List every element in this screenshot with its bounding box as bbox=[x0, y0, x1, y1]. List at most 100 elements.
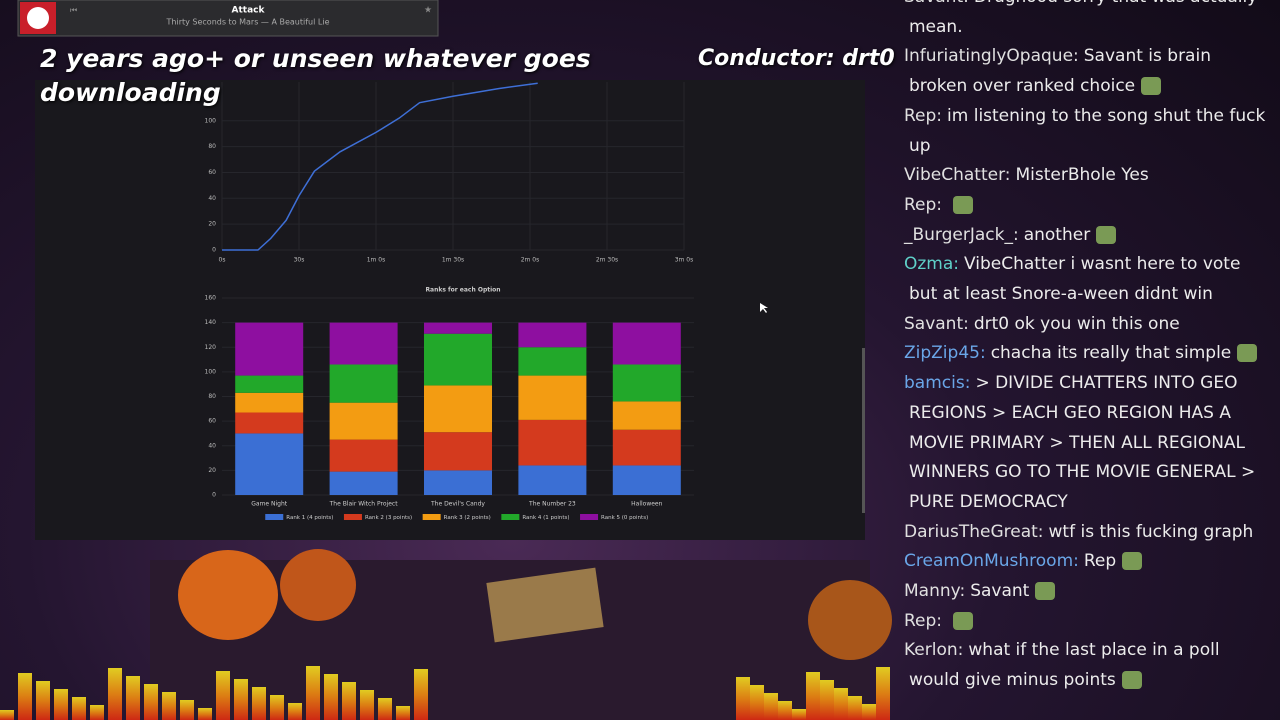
bar-segment bbox=[424, 333, 492, 386]
legend-swatch bbox=[580, 514, 599, 520]
chat-text: im listening to the song shut the fuck u… bbox=[909, 105, 1266, 156]
equalizer-bar bbox=[198, 708, 212, 720]
chat-username[interactable]: Rep: bbox=[904, 105, 943, 126]
equalizer-bar bbox=[862, 704, 876, 720]
bar-segment bbox=[612, 364, 681, 402]
equalizer-bar bbox=[848, 696, 862, 720]
x-tick-label: Halloween bbox=[631, 501, 662, 508]
bar-segment bbox=[518, 375, 587, 420]
pumpkin bbox=[178, 550, 278, 640]
equalizer-bar bbox=[0, 710, 14, 720]
x-tick-label: The Devil's Candy bbox=[430, 501, 485, 508]
equalizer-bar bbox=[90, 705, 104, 720]
y-tick-label: 100 bbox=[205, 117, 217, 124]
equalizer-bar bbox=[806, 672, 820, 720]
legend-label: Rank 4 (1 points) bbox=[522, 515, 569, 521]
legend-swatch bbox=[501, 514, 520, 520]
x-tick-label: The Number 23 bbox=[528, 501, 576, 508]
chat-username[interactable]: Savant: bbox=[904, 313, 969, 334]
stream-caption: 2 years ago+ or unseen whatever goes dow… bbox=[40, 44, 591, 107]
chat-username[interactable]: CreamOnMushroom: bbox=[904, 551, 1079, 572]
chat-message: Rep: bbox=[904, 607, 1274, 637]
chat-message: Rep: bbox=[904, 191, 1274, 221]
equalizer-bar bbox=[414, 669, 428, 720]
equalizer-bar bbox=[162, 692, 176, 720]
y-tick-label: 40 bbox=[208, 195, 216, 202]
chat-username[interactable]: Savant: bbox=[904, 0, 969, 7]
y-tick-label: 40 bbox=[208, 442, 216, 449]
chat-text: Rep bbox=[1083, 551, 1117, 572]
equalizer-bar bbox=[306, 666, 320, 720]
chat-username[interactable]: InfuriatinglyOpaque: bbox=[904, 46, 1079, 67]
chat-username[interactable]: VibeChatter: bbox=[904, 165, 1011, 186]
prev-button[interactable]: ⏮ bbox=[70, 6, 77, 15]
chat-text: chacha its really that simple bbox=[990, 343, 1232, 364]
x-tick-label: The Blair Witch Project bbox=[329, 501, 399, 508]
equalizer-bar bbox=[216, 671, 230, 720]
bar-segment bbox=[235, 392, 304, 413]
equalizer-bar bbox=[108, 668, 122, 720]
bar-segment bbox=[329, 439, 398, 472]
y-tick-label: 100 bbox=[205, 368, 217, 375]
bar-segment bbox=[424, 432, 492, 471]
chat-message: bamcis: > DIVIDE CHATTERS INTO GEO REGION… bbox=[904, 369, 1274, 518]
chat-username[interactable]: _BurgerJack_: bbox=[904, 224, 1019, 245]
emote bbox=[1096, 225, 1117, 244]
bar-segment bbox=[329, 364, 398, 403]
emote bbox=[1237, 344, 1258, 363]
chat-message: _BurgerJack_: another bbox=[904, 221, 1274, 251]
emote bbox=[1141, 77, 1162, 96]
x-tick-label: Game Night bbox=[251, 501, 288, 508]
bar-segment bbox=[612, 465, 681, 495]
bar-segment bbox=[518, 465, 587, 495]
equalizer-bar bbox=[876, 667, 890, 720]
y-tick-label: 20 bbox=[208, 467, 216, 474]
emote bbox=[953, 195, 974, 214]
chat-username[interactable]: Rep: bbox=[904, 194, 943, 215]
emote bbox=[1122, 552, 1143, 571]
equalizer-bar bbox=[820, 680, 834, 720]
chat-text: Drughood sorry that was actually mean. bbox=[909, 0, 1257, 37]
x-tick-label: 3m 0s bbox=[675, 257, 694, 264]
bar-segment bbox=[329, 322, 398, 365]
chat-message: Rep: im listening to the song shut the fu… bbox=[904, 102, 1274, 161]
chat-username[interactable]: Ozma: bbox=[904, 254, 960, 275]
bar-segment bbox=[235, 433, 304, 495]
y-tick-label: 160 bbox=[205, 295, 217, 302]
chat-message: VibeChatter: MisterBhole Yes bbox=[904, 161, 1274, 191]
line-series bbox=[222, 82, 538, 251]
chat-message: Savant:Drughood sorry that was actually … bbox=[904, 0, 1274, 42]
equalizer-bar bbox=[270, 695, 284, 720]
chat-username[interactable]: bamcis: bbox=[904, 373, 971, 394]
chat-message: Kerlon: what if the last place in a poll … bbox=[904, 636, 1274, 695]
chat-message: ZipZip45: chacha its really that simple bbox=[904, 339, 1274, 369]
chat-username[interactable]: Rep: bbox=[904, 610, 943, 631]
equalizer-bar bbox=[396, 706, 410, 720]
chat-text: MisterBhole Yes bbox=[1015, 165, 1149, 186]
chat-text: another bbox=[1023, 224, 1091, 245]
equalizer-bar bbox=[792, 709, 806, 720]
chat-message: InfuriatinglyOpaque: Savant is brain brok… bbox=[904, 42, 1274, 101]
conductor-label: Conductor: drt0 bbox=[698, 46, 895, 71]
equalizer-bar bbox=[360, 690, 374, 720]
chat-username[interactable]: ZipZip45: bbox=[904, 343, 986, 364]
equalizer-bar bbox=[324, 674, 338, 720]
y-tick-label: 60 bbox=[208, 418, 216, 425]
chat-username[interactable]: Manny: bbox=[904, 581, 966, 602]
bar-segment bbox=[518, 347, 587, 376]
equalizer-bar bbox=[736, 677, 750, 720]
x-tick-label: 2m 30s bbox=[596, 257, 618, 264]
favorite-button[interactable]: ★ bbox=[424, 6, 432, 16]
chat-username[interactable]: DariusTheGreat: bbox=[904, 521, 1044, 542]
bar-segment bbox=[329, 471, 398, 495]
chat-username[interactable]: Kerlon: bbox=[904, 640, 964, 661]
ouija-board bbox=[486, 567, 604, 643]
bar-segment bbox=[424, 322, 492, 334]
y-tick-label: 0 bbox=[212, 492, 216, 499]
chat-text: Savant bbox=[970, 581, 1030, 602]
equalizer-bar bbox=[778, 701, 792, 720]
equalizer-bar bbox=[36, 681, 50, 720]
legend-label: Rank 5 (0 points) bbox=[601, 515, 648, 521]
chat-message: Savant: drt0 ok you win this one bbox=[904, 310, 1274, 340]
